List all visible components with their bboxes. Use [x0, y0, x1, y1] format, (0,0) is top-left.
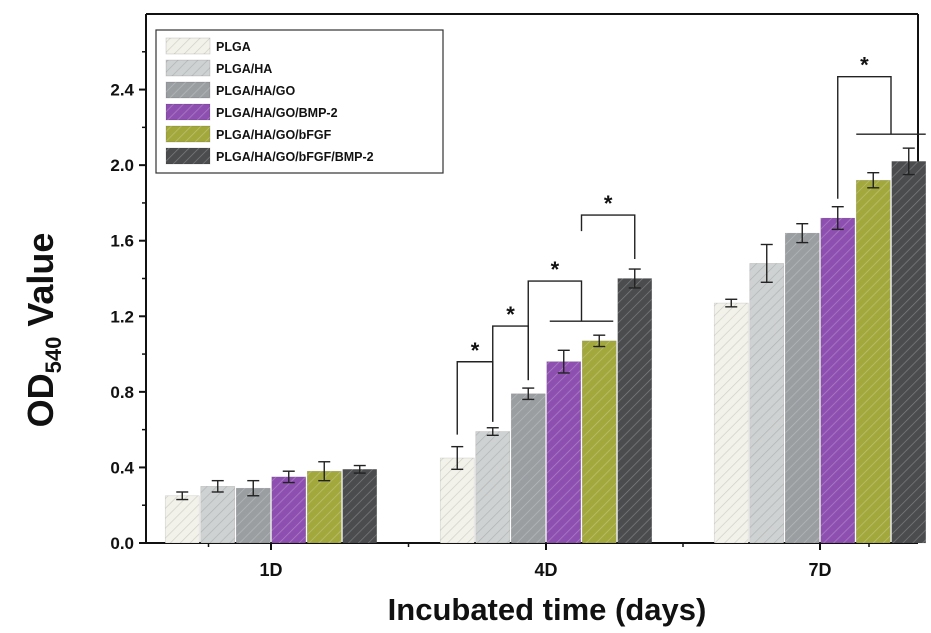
y-tick-label-2: 0.8: [110, 383, 134, 402]
bar-group-1D-5: [342, 464, 378, 544]
legend-item-4: PLGA/HA/GO/bFGF: [165, 125, 332, 143]
x-axis-label: Incubated time (days): [388, 592, 707, 627]
legend-label: PLGA/HA/GO/BMP-2: [216, 106, 338, 120]
bracket-4d-4-star: *: [604, 191, 613, 216]
legend-label: PLGA/HA: [216, 62, 272, 76]
bar-hatch: [582, 340, 617, 543]
y-tick-label-5: 2.0: [110, 156, 134, 175]
x-axis: 1D 4D 7D: [207, 543, 870, 580]
y-axis-label-main: OD: [20, 373, 61, 427]
bar-group-4D-1: [475, 427, 511, 544]
bracket-4d-1-star: *: [471, 338, 480, 363]
bar-hatch: [891, 161, 926, 543]
bar-hatch: [440, 457, 475, 543]
bar-hatch: [714, 303, 749, 543]
legend-label: PLGA/HA/GO: [216, 84, 295, 98]
legend-item-1: PLGA/HA: [165, 59, 272, 77]
legend-item-5: PLGA/HA/GO/bFGF/BMP-2: [165, 147, 374, 165]
y-tick-label-0: 0.0: [110, 534, 134, 553]
bar-group-4D-5: [617, 268, 653, 544]
bar-group-7D-5: [891, 147, 927, 544]
bracket-4d-4-line: [580, 214, 636, 260]
y-tick-label-6: 2.4: [110, 81, 134, 100]
bar-group-7D-0: [713, 298, 749, 544]
bar-hatch: [236, 488, 271, 543]
bar-hatch: [342, 469, 377, 543]
bracket-4d-1-line: [456, 361, 494, 435]
legend-item-0: PLGA: [165, 37, 251, 55]
bar-hatch: [165, 495, 200, 543]
bar-hatch: [546, 361, 581, 543]
bar-group-1D-2: [235, 479, 271, 544]
legend-label: PLGA/HA/GO/bFGF: [216, 128, 332, 142]
bar-group-4D-2: [510, 387, 546, 544]
bar-group-7D-3: [820, 206, 856, 544]
bracket-7d-1-line: [837, 76, 892, 199]
y-axis: 0.0 0.4 0.8 1.2 1.6 2.0 2.4: [110, 51, 146, 553]
bar-group-4D-3: [546, 349, 582, 544]
bar-group-7D-1: [749, 243, 785, 544]
x-tick-label-4D: 4D: [534, 560, 557, 580]
legend-swatch-hatch: [166, 126, 210, 142]
bracket-7d-1: *: [837, 53, 892, 199]
legend-item-3: PLGA/HA/GO/BMP-2: [165, 103, 338, 121]
y-tick-label-1: 0.4: [110, 458, 134, 477]
bracket-4d-2-star: *: [506, 302, 515, 327]
bar-hatch: [200, 486, 235, 543]
bar-group-1D-1: [200, 479, 236, 544]
bar-hatch: [307, 471, 342, 543]
bar-group-4D-4: [581, 334, 617, 544]
bar-hatch: [475, 431, 510, 543]
legend: PLGA PLGA/HA PLGA/HA/GO PLGA/HA/GO/BMP-2 PLG…: [155, 29, 444, 174]
y-axis-label-subscript: 540: [41, 337, 66, 374]
bar-hatch: [749, 263, 784, 543]
bracket-4d-3-line: [527, 280, 583, 381]
legend-label: PLGA: [216, 40, 251, 54]
bar-hatch: [271, 476, 306, 543]
bar-hatch: [856, 180, 891, 543]
legend-swatch-hatch: [166, 38, 210, 54]
bracket-7d-1-star: *: [860, 53, 869, 78]
legend-label: PLGA/HA/GO/bFGF/BMP-2: [216, 150, 374, 164]
bar-hatch: [820, 218, 855, 544]
y-tick-label-3: 1.2: [110, 307, 134, 326]
x-tick-label-7D: 7D: [808, 560, 831, 580]
bracket-4d-3: *: [527, 257, 583, 381]
bar-hatch: [511, 393, 546, 543]
y-axis-label: OD540 Value: [20, 233, 66, 428]
x-tick-label-1D: 1D: [259, 560, 282, 580]
bar-group-7D-2: [784, 223, 820, 544]
bar-group-7D-4: [855, 171, 891, 544]
bar-group-1D-3: [271, 470, 307, 544]
bar-group-1D-0: [164, 491, 200, 544]
significance-brackets: * * * * *: [456, 53, 926, 435]
y-tick-label-4: 1.6: [110, 232, 134, 251]
legend-swatch-hatch: [166, 104, 210, 120]
bar-series: [164, 147, 927, 544]
bracket-4d-3-star: *: [551, 257, 560, 282]
y-axis-label-suffix: Value: [20, 233, 61, 337]
bar-hatch: [617, 278, 652, 543]
legend-item-2: PLGA/HA/GO: [165, 81, 295, 99]
bar-group-1D-4: [306, 461, 342, 544]
legend-swatch-hatch: [166, 148, 210, 164]
bracket-4d-4: *: [580, 191, 636, 260]
bar-hatch: [785, 233, 820, 543]
legend-swatch-hatch: [166, 60, 210, 76]
bracket-4d-1: *: [456, 338, 494, 435]
legend-swatch-hatch: [166, 82, 210, 98]
bar-group-4D-0: [439, 445, 475, 544]
